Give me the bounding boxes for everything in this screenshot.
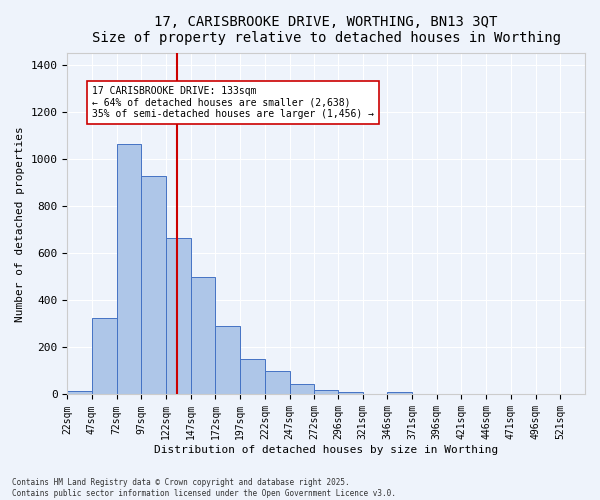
Text: Contains HM Land Registry data © Crown copyright and database right 2025.
Contai: Contains HM Land Registry data © Crown c… — [12, 478, 396, 498]
Bar — [314, 390, 338, 394]
Bar — [265, 371, 290, 394]
Bar — [166, 238, 191, 394]
Bar — [215, 326, 240, 394]
Bar — [388, 392, 412, 394]
Bar — [191, 277, 215, 394]
Title: 17, CARISBROOKE DRIVE, WORTHING, BN13 3QT
Size of property relative to detached : 17, CARISBROOKE DRIVE, WORTHING, BN13 3Q… — [92, 15, 560, 45]
Y-axis label: Number of detached properties: Number of detached properties — [15, 126, 25, 322]
Bar — [290, 384, 314, 394]
Bar — [67, 391, 92, 394]
Bar — [142, 176, 166, 394]
Bar — [92, 318, 116, 394]
Text: 17 CARISBROOKE DRIVE: 133sqm
← 64% of detached houses are smaller (2,638)
35% of: 17 CARISBROOKE DRIVE: 133sqm ← 64% of de… — [92, 86, 374, 120]
Bar — [116, 144, 142, 395]
X-axis label: Distribution of detached houses by size in Worthing: Distribution of detached houses by size … — [154, 445, 498, 455]
Bar — [240, 359, 265, 394]
Bar — [338, 392, 362, 394]
